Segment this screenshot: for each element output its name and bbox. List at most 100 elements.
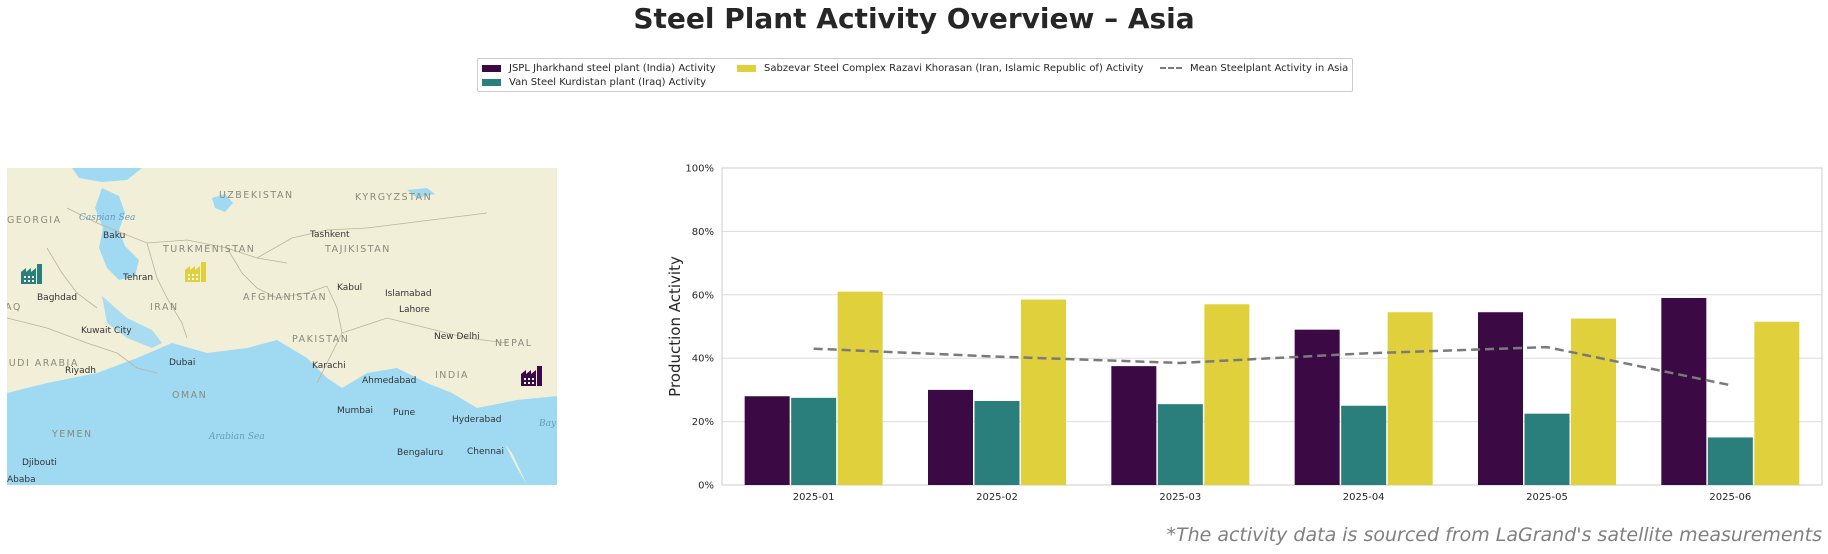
y-tick-labels: 0% 20% 40% 60% 80% 100% <box>685 164 714 492</box>
map-label-kyrgyzstan: KYRGYZSTAN <box>355 192 432 203</box>
map-city-dubai: Dubai <box>169 358 195 368</box>
bar <box>791 397 837 485</box>
map-city-pune: Pune <box>393 408 416 418</box>
map-city-baku: Baku <box>103 231 125 241</box>
aral-sea <box>212 194 233 212</box>
legend-swatch-mean <box>1160 67 1182 69</box>
map-sea-arabian: Arabian Sea <box>208 432 265 442</box>
bar <box>1111 366 1157 485</box>
legend-label-mean: Mean Steelplant Activity in Asia <box>1190 62 1349 74</box>
factory-icon <box>521 366 542 386</box>
bar <box>1661 297 1707 485</box>
y-tick-label: 60% <box>692 290 714 301</box>
map-city-new-delhi: New Delhi <box>434 332 480 342</box>
y-tick-label: 100% <box>685 164 714 175</box>
map-svg: GEORGIA UZBEKISTAN KYRGYZSTAN TURKMENIST… <box>7 168 557 485</box>
map-city-karachi: Karachi <box>312 361 346 371</box>
x-tick-label: 2025-02 <box>976 492 1018 503</box>
y-tick-label: 80% <box>692 227 714 238</box>
map-city-mumbai: Mumbai <box>337 406 373 416</box>
map-city-chennai: Chennai <box>467 447 504 457</box>
map-label-turkmenistan: TURKMENISTAN <box>162 244 255 255</box>
caspian-sea <box>95 188 139 280</box>
legend-label-sabzevar: Sabzevar Steel Complex Razavi Khorasan (… <box>764 62 1144 74</box>
map-city-islamabad: Islamabad <box>385 289 432 299</box>
map-city-baghdad: Baghdad <box>37 293 77 303</box>
map-city-tashkent: Tashkent <box>309 230 350 240</box>
map-label-afghanistan: AFGHANISTAN <box>243 292 327 303</box>
bar <box>1478 312 1523 485</box>
legend-swatch-sabzevar <box>737 64 756 72</box>
bar <box>1021 299 1066 485</box>
map-label-india: INDIA <box>435 370 469 381</box>
map-city-lahore: Lahore <box>399 305 430 315</box>
map-city-ababa: Ababa <box>7 475 36 485</box>
x-tick-label: 2025-05 <box>1526 492 1568 503</box>
footnote: *The activity data is sourced from LaGra… <box>1166 524 1822 546</box>
page-title: Steel Plant Activity Overview – Asia <box>633 2 1195 35</box>
x-tick-label: 2025-01 <box>793 492 835 503</box>
map-label-iraq: IRAQ <box>7 302 22 313</box>
legend-item-jspl: JSPL Jharkhand steel plant (India) Activ… <box>482 61 716 75</box>
y-tick-label: 40% <box>692 354 714 365</box>
map-label-pakistan: PAKISTAN <box>292 334 349 345</box>
bar <box>1754 321 1800 485</box>
bar <box>928 389 973 485</box>
bar <box>1387 312 1433 485</box>
map-markers <box>21 262 542 386</box>
lake <box>407 188 435 198</box>
bar <box>837 291 883 485</box>
bar <box>974 400 1020 485</box>
map-labels: GEORGIA UZBEKISTAN KYRGYZSTAN TURKMENIST… <box>7 190 557 485</box>
legend-label-van: Van Steel Kurdistan plant (Iraq) Activit… <box>509 76 707 88</box>
black-sea <box>72 168 142 182</box>
map-label-iran: IRAN <box>150 302 179 313</box>
y-axis-label: Production Activity <box>666 256 684 397</box>
bar <box>1204 304 1250 485</box>
map-city-hyderabad: Hyderabad <box>452 415 502 425</box>
map-label-georgia: GEORGIA <box>7 215 62 226</box>
legend-item-van: Van Steel Kurdistan plant (Iraq) Activit… <box>482 75 706 89</box>
map-city-riyadh: Riyadh <box>65 366 96 376</box>
map-label-saudi-arabia: SAUDI ARABIA <box>7 358 79 369</box>
persian-gulf <box>102 296 162 348</box>
bar <box>1157 404 1203 485</box>
factory-icon <box>185 262 206 282</box>
map-label-oman: OMAN <box>172 390 207 401</box>
bar <box>1707 437 1753 485</box>
bar <box>1524 413 1570 485</box>
legend-item-mean: Mean Steelplant Activity in Asia <box>1160 61 1348 75</box>
bar <box>744 396 790 485</box>
plot-frame <box>721 167 1823 486</box>
map-label-yemen: YEMEN <box>51 429 93 440</box>
y-tick-label: 20% <box>692 417 714 428</box>
map-city-kabul: Kabul <box>337 283 362 293</box>
chart-grid <box>722 230 1822 423</box>
map-city-kuwait-city: Kuwait City <box>81 326 132 336</box>
red-sea <box>7 458 87 485</box>
bay-of-bengal <box>477 396 557 485</box>
y-tick-label: 0% <box>698 481 714 492</box>
legend-item-sabzevar: Sabzevar Steel Complex Razavi Khorasan (… <box>737 61 1143 75</box>
bar <box>1294 329 1340 485</box>
map-city-bengaluru: Bengaluru <box>397 448 443 458</box>
legend-swatch-van <box>482 78 501 86</box>
map-sea-bay: Bay <box>538 419 557 429</box>
map-city-tehran: Tehran <box>122 273 153 283</box>
x-tick-labels: 2025-01 2025-02 2025-03 2025-04 2025-05 2025-… <box>793 492 1751 503</box>
map-label-tajikistan: TAJIKISTAN <box>324 244 391 255</box>
factory-icon <box>21 264 42 284</box>
chart-bars <box>744 291 1800 485</box>
bar <box>1341 405 1387 485</box>
arabian-sea <box>7 340 527 485</box>
map-city-djibouti: Djibouti <box>22 458 57 468</box>
map-borders <box>7 207 508 384</box>
map-label-nepal: NEPAL <box>495 338 533 349</box>
x-tick-label: 2025-03 <box>1159 492 1201 503</box>
legend-swatch-jspl <box>482 64 501 72</box>
map-label-uzbekistan: UZBEKISTAN <box>219 190 294 201</box>
map-city-ahmedabad: Ahmedabad <box>362 376 416 386</box>
legend-label-jspl: JSPL Jharkhand steel plant (India) Activ… <box>509 62 716 74</box>
x-tick-label: 2025-04 <box>1343 492 1385 503</box>
chart-legend: JSPL Jharkhand steel plant (India) Activ… <box>477 58 1353 92</box>
